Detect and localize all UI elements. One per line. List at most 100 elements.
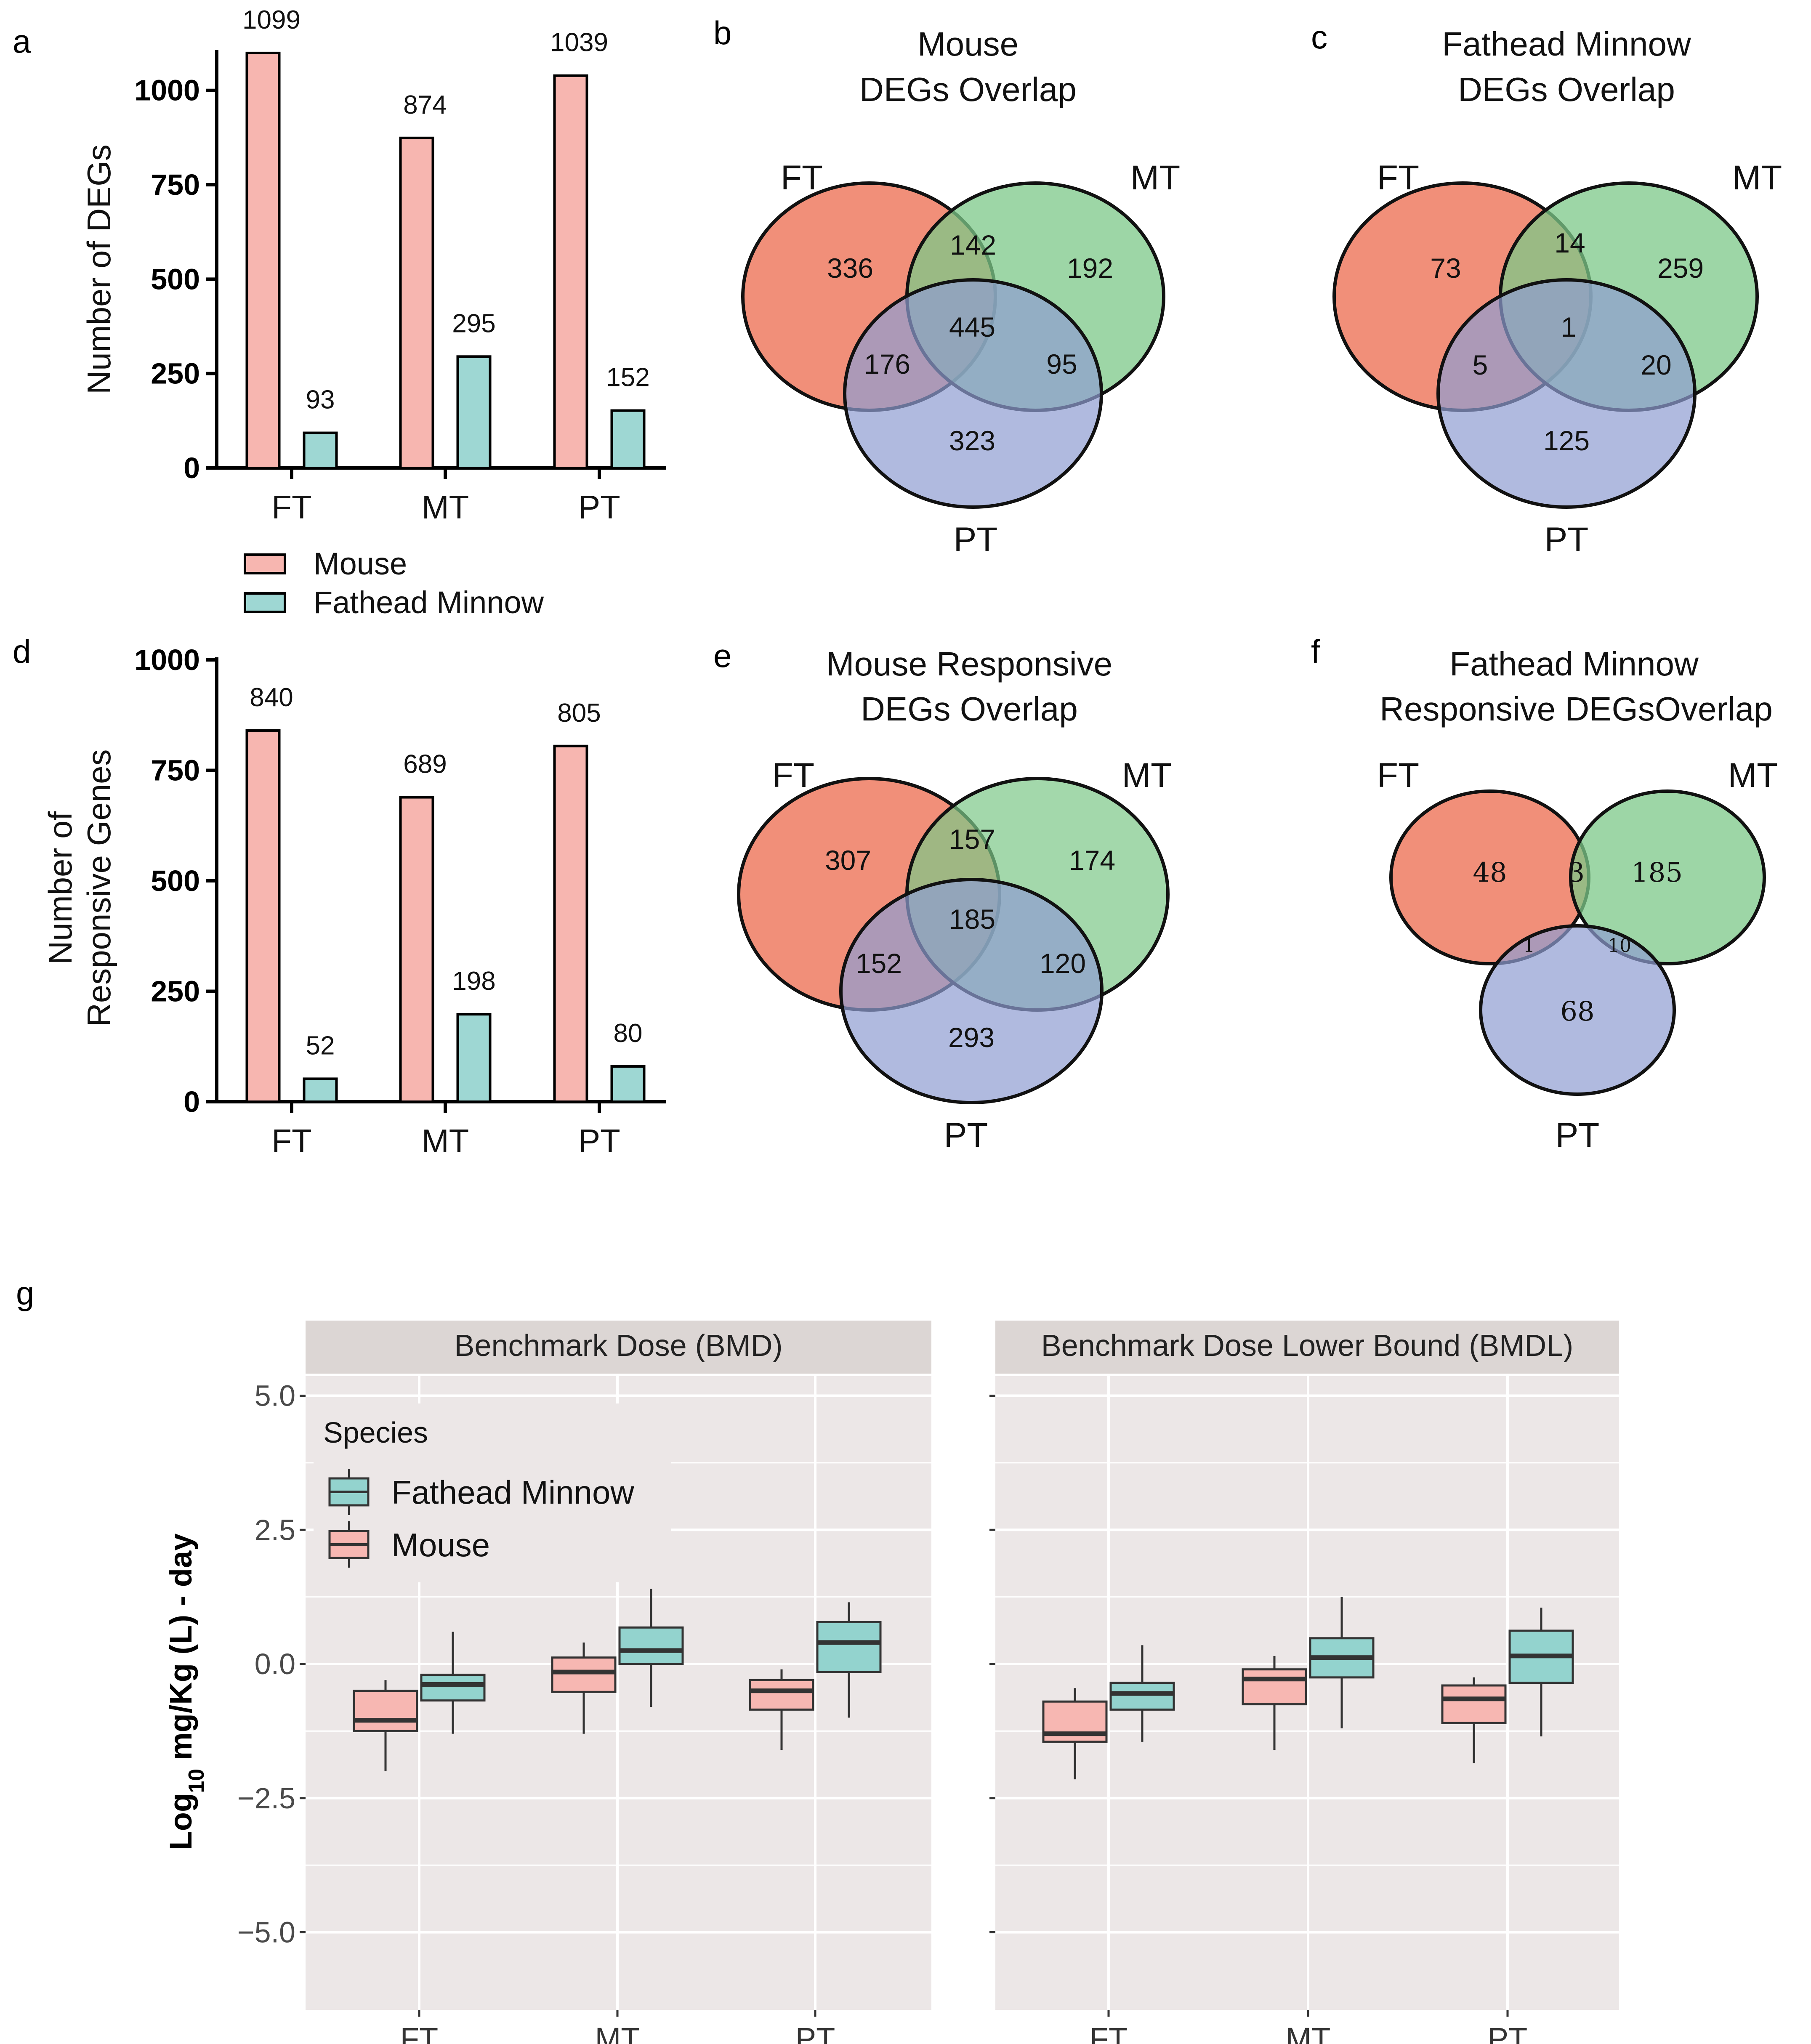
bar-a-ytick-label-4: 1000 xyxy=(134,74,200,107)
xtick-label-bmdl-mt: MT xyxy=(1286,2021,1331,2044)
bar-d-ytick-label-3: 750 xyxy=(151,754,200,787)
venn-b-title-line2: DEGs Overlap xyxy=(859,71,1077,108)
legend-label-minnow: Fathead Minnow xyxy=(391,1474,634,1511)
venn-e-title-line1: Mouse Responsive xyxy=(826,645,1112,683)
venn-f-circle-mt xyxy=(1569,789,1766,965)
venn-e-ft-mt: 157 xyxy=(949,824,995,855)
box-bmd-mt-mouse xyxy=(551,1656,617,1693)
venn-b-ft-pt: 176 xyxy=(864,348,910,380)
bar-a-bar-mouse-pt xyxy=(553,74,588,469)
venn-e-ft-only: 307 xyxy=(825,845,871,876)
venn-c: Fathead Minnow DEGs Overlap FT MT PT 73 … xyxy=(1332,25,1782,559)
bar-d-datalabel-mouse-mt: 689 xyxy=(403,750,447,779)
venn-b: Mouse DEGs Overlap FT MT PT 336 142 192 … xyxy=(741,25,1180,559)
panel-letter-f: f xyxy=(1311,633,1320,670)
venn-c-ft-mt: 14 xyxy=(1554,227,1585,258)
venn-e-ft-pt: 152 xyxy=(856,948,902,979)
panel-letter-d: d xyxy=(13,633,31,670)
bar-d-xtick-label-ft: FT xyxy=(271,1122,311,1159)
bar-a-datalabel-minnow-mt: 295 xyxy=(452,309,495,338)
venn-e-label-ft: FT xyxy=(772,756,814,795)
panel-letter-b: b xyxy=(713,14,731,51)
bar-d-datalabel-minnow-mt: 198 xyxy=(452,967,495,996)
venn-c-all: 1 xyxy=(1561,311,1577,343)
venn-c-ft-only: 73 xyxy=(1430,253,1461,284)
legend-swatch-mouse xyxy=(244,553,286,574)
bar-a-xtick-label-pt: PT xyxy=(578,489,620,526)
venn-e-label-mt: MT xyxy=(1122,756,1172,795)
venn-e-mt-only: 174 xyxy=(1069,845,1115,876)
venn-e: Mouse Responsive DEGs Overlap FT MT PT 3… xyxy=(737,645,1172,1154)
xtick-label-bmdl-ft: FT xyxy=(1090,2021,1128,2044)
bar-a-ytick-label-1: 250 xyxy=(151,357,200,390)
bar-d-ytick-label-0: 0 xyxy=(183,1085,200,1118)
bar-d-ytick-label-4: 1000 xyxy=(134,643,200,676)
bar-a-bar-minnow-pt xyxy=(610,409,646,470)
bar-a-bar-minnow-mt xyxy=(456,355,492,470)
bar-a-datalabel-mouse-ft: 1099 xyxy=(242,5,301,35)
venn-f-mt-only: 185 xyxy=(1631,857,1683,888)
bar-d-bar-minnow-pt xyxy=(610,1065,646,1103)
bar-d-xtick-label-mt: MT xyxy=(422,1122,469,1159)
bar-d-ytick-label-2: 500 xyxy=(151,864,200,897)
venn-b-ft-mt: 142 xyxy=(950,229,996,260)
bar-a-datalabel-mouse-pt: 1039 xyxy=(550,28,608,57)
venn-f-pt-only: 68 xyxy=(1560,996,1594,1027)
ytick-label-3: −2.5 xyxy=(237,1782,295,1815)
venn-f-label-mt: MT xyxy=(1728,756,1778,795)
box-bmd-ft-mouse xyxy=(353,1690,418,1732)
panel-letter-g: g xyxy=(16,1275,34,1312)
bar-a-datalabel-mouse-mt: 874 xyxy=(403,90,447,120)
bar-a-bar-mouse-ft xyxy=(245,51,281,469)
bar-d-bar-mouse-ft xyxy=(245,729,281,1103)
box-bmd-pt-mouse xyxy=(749,1679,814,1711)
venn-b-title-line1: Mouse xyxy=(917,25,1019,63)
facet-title-bmd: Benchmark Dose (BMD) xyxy=(454,1329,782,1363)
panel-letter-a: a xyxy=(13,23,31,60)
venn-f-label-ft: FT xyxy=(1377,756,1419,795)
venn-f-title-line2: Responsive DEGsOverlap xyxy=(1380,690,1773,728)
venn-f-mt-pt: 10 xyxy=(1608,935,1631,957)
bar-a-xtick-label-mt: MT xyxy=(422,489,469,526)
bar-a-ytick-label-0: 0 xyxy=(183,452,200,484)
venn-b-ft-only: 336 xyxy=(827,253,873,284)
bar-d-datalabel-mouse-ft: 840 xyxy=(250,683,293,712)
venn-c-label-mt: MT xyxy=(1732,159,1782,197)
venn-c-circle-pt xyxy=(1436,278,1697,509)
xtick-label-bmdl-pt: PT xyxy=(1488,2021,1528,2044)
bar-d-bar-mouse-mt xyxy=(399,796,434,1103)
box-bmd-ft-minnow xyxy=(420,1674,486,1702)
venn-e-mt-pt: 120 xyxy=(1040,948,1086,979)
bar-d-datalabel-minnow-ft: 52 xyxy=(306,1031,335,1060)
facet-title-bmdl: Benchmark Dose Lower Bound (BMDL) xyxy=(1041,1329,1574,1363)
legend-label-mouse: Mouse xyxy=(391,1526,490,1563)
xtick-label-bmd-ft: FT xyxy=(400,2021,438,2044)
boxplot-ylabel: Log10 mg/Kg (L) - day xyxy=(163,1534,209,1850)
venn-c-mt-pt: 20 xyxy=(1641,349,1671,380)
bar-d-bar-minnow-ft xyxy=(303,1077,338,1103)
venn-e-label-pt: PT xyxy=(944,1116,988,1154)
legend-label-minnow: Fathead Minnow xyxy=(314,585,544,620)
box-bmdl-mt-mouse xyxy=(1242,1668,1307,1706)
bar-a-xtick-label-ft: FT xyxy=(271,489,311,526)
boxplot-legend-title: Species xyxy=(323,1416,428,1449)
box-bmdl-pt-mouse xyxy=(1441,1684,1507,1724)
venn-f-ft-mt: 3 xyxy=(1568,857,1585,888)
facet-strip-bmdl xyxy=(995,1321,1619,1374)
venn-c-mt-only: 259 xyxy=(1657,253,1704,284)
bar-a-datalabel-minnow-pt: 152 xyxy=(606,363,649,392)
bar-d-ylabel-line1: Number of xyxy=(42,811,79,965)
venn-c-title-line1: Fathead Minnow xyxy=(1442,25,1691,63)
venn-e-pt-only: 293 xyxy=(948,1022,995,1053)
venn-e-all: 185 xyxy=(949,904,995,935)
venn-b-all: 445 xyxy=(949,311,995,343)
bar-a-bar-minnow-ft xyxy=(303,431,338,469)
venn-b-label-pt: PT xyxy=(954,521,998,559)
venn-f-title-line1: Fathead Minnow xyxy=(1449,645,1699,683)
bar-d-datalabel-minnow-pt: 80 xyxy=(614,1019,643,1048)
legend-label-mouse: Mouse xyxy=(314,546,407,581)
box-bmd-mt-minnow xyxy=(618,1626,684,1665)
bar-d-bar-mouse-pt xyxy=(553,744,588,1103)
venn-b-mt-pt: 95 xyxy=(1046,348,1077,380)
